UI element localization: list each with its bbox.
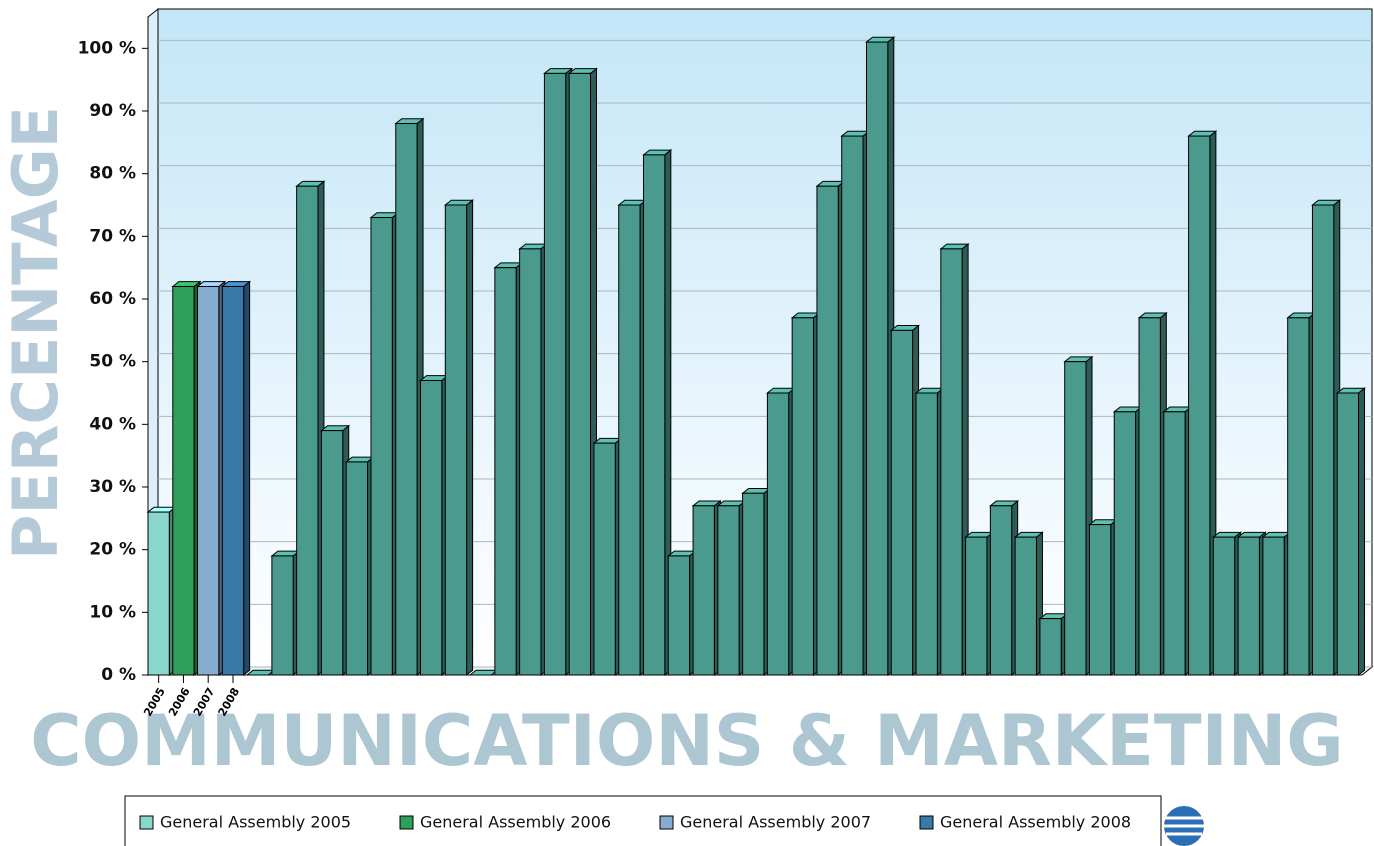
bar	[816, 185, 839, 676]
bar	[766, 392, 790, 676]
bar	[568, 72, 591, 676]
bar-side	[466, 199, 474, 677]
bar	[965, 536, 988, 676]
bar	[865, 41, 889, 676]
legend-label: General Assembly 2008	[940, 813, 1131, 832]
bar	[172, 285, 195, 676]
legend-label: General Assembly 2007	[680, 813, 871, 832]
bar	[1311, 204, 1335, 676]
bar	[791, 317, 814, 676]
bar	[667, 555, 691, 676]
bar	[1014, 536, 1037, 676]
bar-side	[1358, 387, 1366, 677]
y-tick-label: 50 %	[89, 352, 136, 372]
y-tick-label: 60 %	[89, 289, 136, 309]
bar	[841, 135, 864, 676]
y-tick-label: 90 %	[89, 101, 136, 121]
bar	[296, 185, 319, 676]
y-tick-label: 30 %	[89, 477, 136, 497]
bar	[543, 72, 567, 676]
legend-label: General Assembly 2006	[420, 813, 611, 832]
bar	[1113, 411, 1137, 676]
legend-swatch	[659, 815, 674, 830]
bar	[1138, 317, 1161, 676]
y-tick-label: 10 %	[89, 602, 136, 622]
bar	[1212, 536, 1236, 676]
bar	[643, 154, 666, 676]
bar	[1088, 524, 1112, 676]
bar	[1064, 361, 1087, 676]
bar	[1262, 536, 1285, 676]
bar	[197, 285, 220, 676]
bar	[618, 204, 641, 676]
bar	[1336, 392, 1360, 676]
bar	[717, 505, 740, 676]
legend-box	[124, 795, 1162, 846]
legend-label: General Assembly 2005	[160, 813, 351, 832]
y-tick-label: 80 %	[89, 164, 136, 184]
y-tick-label: 20 %	[89, 540, 136, 560]
bar	[494, 267, 517, 676]
logo	[1164, 806, 1204, 846]
y-tick-label: 0 %	[101, 665, 136, 685]
y-axis-title: PERCENTAGE	[0, 106, 72, 560]
bar	[989, 505, 1013, 676]
bar	[1287, 317, 1310, 676]
bar	[395, 123, 418, 676]
y-tick-label: 70 %	[89, 226, 136, 246]
bar	[345, 461, 369, 676]
legend-swatch	[399, 815, 414, 830]
x-axis-title: COMMUNICATIONS & MARKETING	[30, 700, 1344, 782]
y-tick-label: 100 %	[78, 38, 136, 58]
bar	[221, 285, 245, 676]
bar	[420, 379, 443, 676]
bar	[593, 442, 616, 676]
bar	[320, 430, 344, 676]
bar	[444, 204, 468, 676]
bar	[519, 248, 542, 676]
bar	[692, 505, 715, 676]
bar	[1188, 135, 1211, 676]
bar	[1237, 536, 1260, 676]
bar	[147, 511, 170, 676]
bar-side	[243, 280, 251, 677]
bar	[1163, 411, 1186, 676]
bar	[271, 555, 294, 676]
bar	[890, 329, 914, 676]
legend-swatch	[919, 815, 934, 830]
bar	[940, 248, 963, 676]
bar	[370, 217, 393, 676]
legend-swatch	[139, 815, 154, 830]
bar	[915, 392, 938, 676]
bar	[1039, 618, 1062, 676]
y-tick-label: 40 %	[89, 414, 136, 434]
bar	[742, 492, 765, 676]
